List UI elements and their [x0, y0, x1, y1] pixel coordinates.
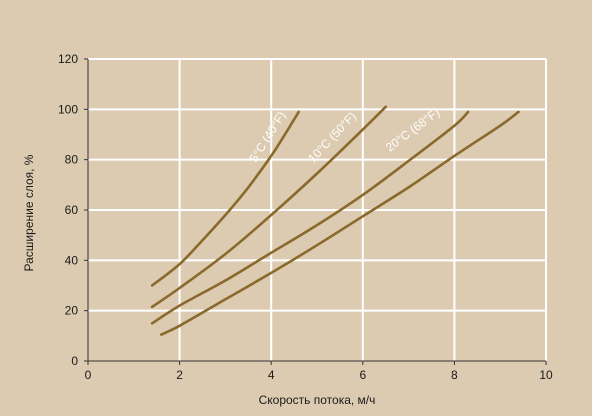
series-label-3: 20°C (68°F) — [383, 105, 442, 154]
series-line-3 — [150, 110, 470, 325]
x-tick-label-6: 6 — [359, 368, 366, 382]
y-tick-label-20: 20 — [65, 304, 79, 318]
x-tick-label-10: 10 — [539, 368, 553, 382]
y-axis-label: Расширение слоя, % — [22, 154, 36, 271]
y-tick-label-0: 0 — [71, 354, 78, 368]
series-label-2: 10°C (50°F) — [305, 109, 359, 165]
y-tick-label-60: 60 — [65, 203, 79, 217]
x-tick-label-2: 2 — [176, 368, 183, 382]
series-line-4 — [160, 110, 520, 336]
x-axis-label: Скорость потока, м/ч — [259, 393, 376, 407]
x-tick-label-0: 0 — [85, 368, 92, 382]
y-tick-label-120: 120 — [58, 52, 78, 66]
y-tick-label-100: 100 — [58, 102, 78, 116]
y-tick-label-40: 40 — [65, 253, 79, 267]
series-line-2 — [150, 105, 387, 309]
x-tick-label-4: 4 — [268, 368, 275, 382]
series-line-1 — [150, 110, 300, 287]
grid — [88, 58, 547, 361]
x-tick-label-8: 8 — [451, 368, 458, 382]
series-lines — [150, 105, 520, 336]
y-tick-label-80: 80 — [65, 153, 79, 167]
